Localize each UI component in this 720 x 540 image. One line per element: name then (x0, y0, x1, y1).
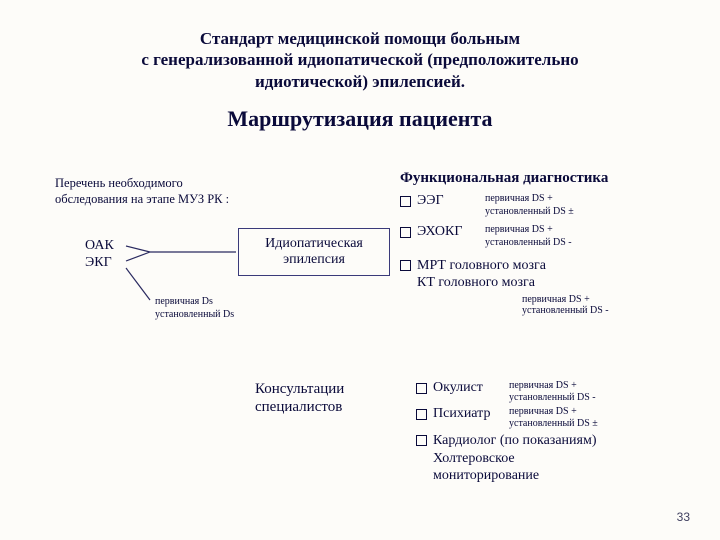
slide-title: Стандарт медицинской помощи больным с ге… (40, 28, 680, 92)
mrt-note: первичная DS + установленный DS - (522, 294, 700, 316)
diagnosis-box: Идиопатическая эпилепсия (238, 228, 390, 276)
func-item: ЭЭГ первичная DS + установленный DS ± (400, 193, 700, 218)
bullet-square-icon (400, 196, 411, 207)
bullet-square-icon (416, 409, 427, 420)
func-note: первичная DS + установленный DS ± (485, 193, 574, 218)
consult-extra: Кардиолог (по показаниям) Холтеровское м… (416, 432, 706, 485)
functional-diagnostics: Функциональная диагностика ЭЭГ первичная… (400, 170, 700, 316)
func-item: ЭХОКГ первичная DS + установленный DS - (400, 224, 700, 249)
mrt-item: МРТ головного мозга КТ головного мозга (400, 257, 700, 291)
exam-list: ОАК ЭКГ (85, 238, 114, 272)
slide-subtitle: Маршрутизация пациента (40, 106, 680, 132)
consult-title: Консультации специалистов (255, 380, 344, 416)
page-number: 33 (677, 510, 690, 524)
func-note: первичная DS + установленный DS - (485, 224, 572, 249)
bullet-square-icon (400, 260, 411, 271)
bullet-square-icon (416, 383, 427, 394)
consult-item: Психиатр первичная DS + установленный DS… (416, 406, 706, 430)
consult-item: Окулист первичная DS + установленный DS … (416, 380, 706, 404)
consult-list: Окулист первичная DS + установленный DS … (416, 378, 706, 487)
func-title: Функциональная диагностика (400, 170, 700, 187)
left-heading: Перечень необходимого обследования на эт… (55, 175, 255, 208)
bullet-square-icon (416, 435, 427, 446)
bullet-square-icon (400, 227, 411, 238)
ds-legend: первичная Ds установленный Ds (155, 296, 234, 321)
